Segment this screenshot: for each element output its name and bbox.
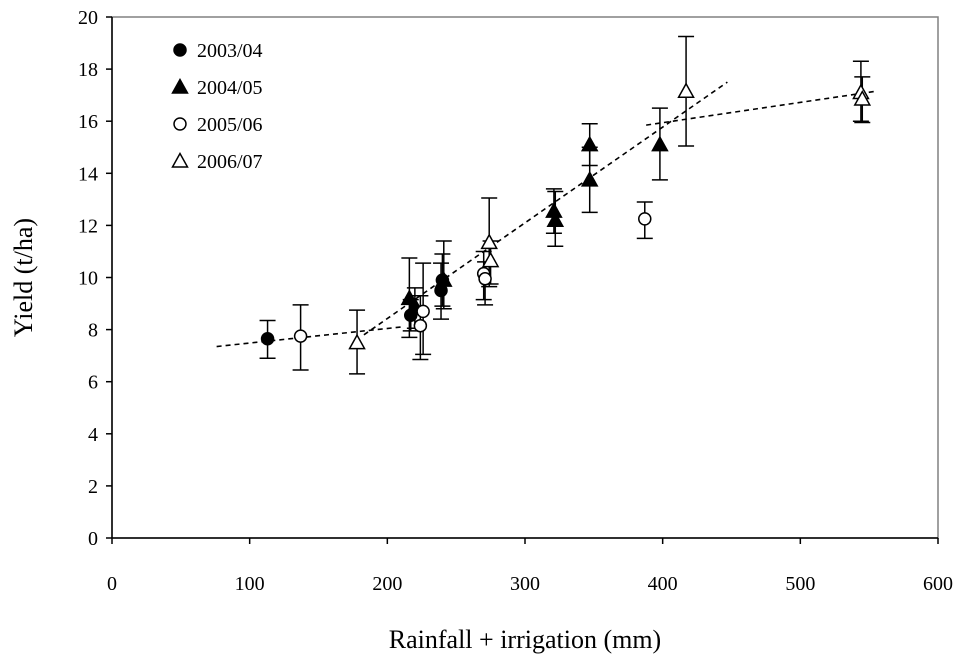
data-point (413, 318, 428, 333)
y-tick-label: 8 (88, 320, 98, 342)
x-tick-label: 200 (372, 573, 402, 595)
data-point (416, 304, 430, 319)
data-point (348, 333, 366, 350)
trend-line (363, 81, 728, 336)
y-tick-label: 2 (88, 476, 98, 498)
y-tick-label: 0 (88, 528, 98, 550)
x-axis-title: Rainfall + irrigation (mm) (389, 625, 661, 654)
data-point (638, 212, 652, 226)
y-tick-label: 14 (78, 163, 98, 185)
data-points (259, 35, 872, 375)
legend-label: 2004/05 (197, 77, 263, 99)
y-tick-label: 6 (88, 372, 98, 394)
legend-marker (171, 77, 189, 94)
x-tick-label: 600 (923, 573, 953, 595)
data-point (677, 82, 695, 98)
data-point (651, 135, 669, 152)
y-axis-title: Yield (t/ha) (9, 218, 38, 337)
x-tick-label: 500 (785, 573, 815, 595)
trend-line (216, 326, 402, 348)
y-tick-label: 20 (78, 7, 98, 29)
legend: 2003/04 2004/05 2005/06 2006/07 (171, 40, 263, 173)
y-tick-label: 16 (78, 111, 98, 133)
data-point (435, 271, 453, 287)
x-tick-label: 100 (235, 573, 265, 595)
y-tick-label: 4 (88, 424, 98, 446)
y-tick-label: 10 (78, 268, 98, 290)
data-point (580, 170, 599, 187)
data-point (546, 211, 565, 227)
data-point (580, 135, 599, 152)
legend-marker (173, 117, 187, 131)
data-point (853, 90, 872, 106)
x-tick-label: 400 (648, 573, 678, 595)
trend-lines (216, 81, 877, 348)
data-point (478, 272, 492, 286)
legend-label: 2003/04 (197, 40, 263, 62)
x-tick-label: 300 (510, 573, 540, 595)
y-tick-label: 12 (78, 215, 98, 237)
data-point (260, 331, 275, 346)
data-point (293, 329, 308, 343)
legend-label: 2006/07 (197, 151, 263, 173)
data-point (480, 233, 498, 250)
trend-line (646, 90, 877, 126)
legend-marker (171, 151, 189, 168)
y-tick-label: 18 (78, 59, 98, 81)
x-tick-label: 0 (107, 573, 117, 595)
legend-marker (173, 43, 187, 57)
legend-label: 2005/06 (197, 114, 263, 136)
data-point (481, 251, 500, 268)
